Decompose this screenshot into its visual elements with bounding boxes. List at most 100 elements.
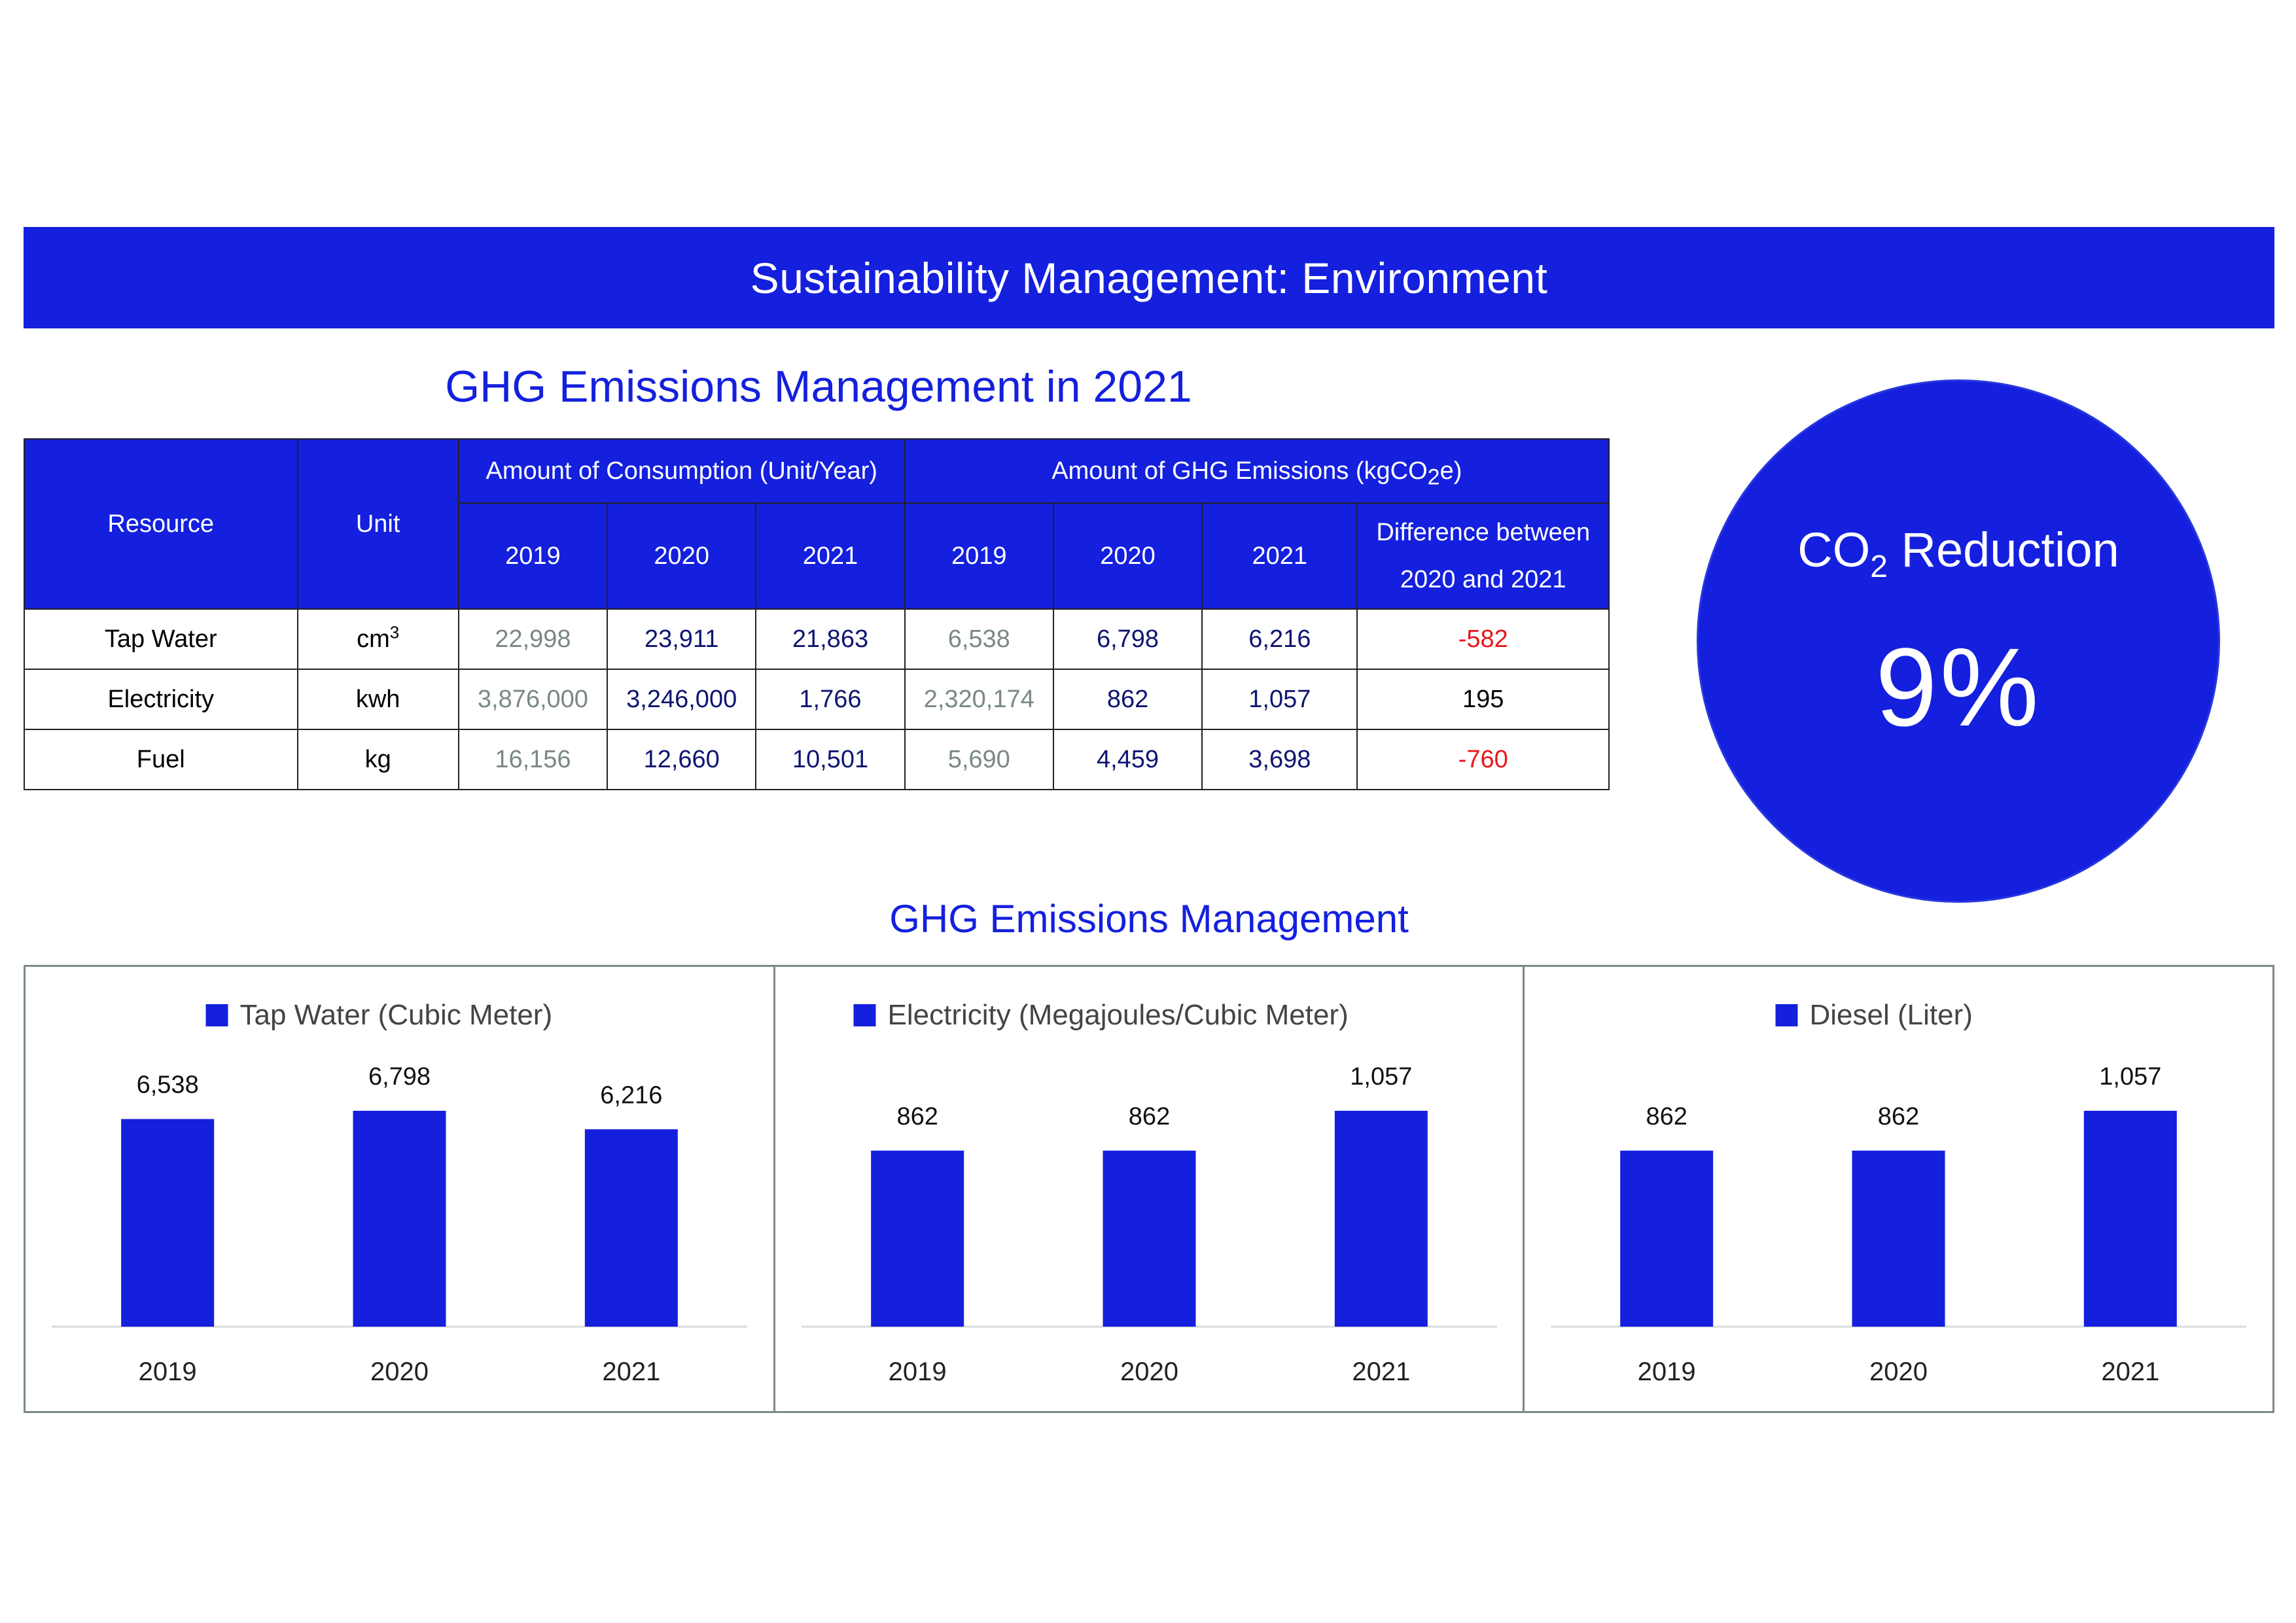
bar-chart: Tap Water (Cubic Meter) 6,538 2019 6,798 202… (52, 999, 747, 1386)
co2-reduction-label: CO2 Reduction (1699, 522, 2218, 582)
chart-panel-electricity: Electricity (Megajoules/Cubic Meter) 862 2… (773, 967, 1523, 1411)
header-consumption-2020: 2020 (607, 502, 757, 610)
cell-consumption-2019: 22,998 (457, 608, 609, 670)
unit-superscript: 3 (389, 621, 400, 642)
header-emissions-2019: 2019 (904, 502, 1054, 610)
legend-swatch (205, 1004, 228, 1026)
ghg-table: Resource Unit Amount of Consumption (Uni… (24, 438, 1610, 790)
tick-label: 2019 (1638, 1357, 1696, 1386)
co2-reduction-badge: CO2 Reduction 9% (1697, 379, 2220, 903)
header-difference-line1: Difference between (1376, 519, 1591, 546)
cell-resource: Fuel (24, 729, 298, 790)
cell-consumption-2021: 1,766 (755, 669, 906, 730)
cell-emissions-2020: 862 (1052, 669, 1203, 730)
legend-swatch (1775, 1004, 1798, 1026)
tick-label: 2020 (1120, 1357, 1178, 1386)
table-row: Electricity kwh 3,876,000 3,246,000 1,76… (24, 669, 1610, 730)
cell-consumption-2021: 10,501 (755, 729, 906, 790)
unit-text: cm (357, 625, 390, 653)
bar (353, 1111, 446, 1327)
chart-panel-tap-water: Tap Water (Cubic Meter) 6,538 2019 6,798 202… (26, 967, 773, 1411)
data-label: 1,057 (1350, 1063, 1412, 1091)
cell-difference: -582 (1356, 608, 1610, 670)
cell-difference: -760 (1356, 729, 1610, 790)
cell-difference: 195 (1356, 669, 1610, 730)
bar (870, 1150, 964, 1327)
table-title: GHG Emissions Management in 2021 (445, 362, 1192, 411)
tick-label: 2021 (602, 1357, 660, 1386)
header-emissions-text: Amount of GHG Emissions (kgCO (1051, 457, 1428, 485)
data-label: 6,538 (137, 1072, 199, 1099)
header-difference-line2: 2020 and 2021 (1400, 566, 1566, 593)
header-emissions-suffix: e) (1439, 457, 1462, 485)
cell-unit: kwh (296, 669, 459, 730)
header-consumption-2021: 2021 (755, 502, 906, 610)
cell-emissions-2021: 3,698 (1201, 729, 1358, 790)
cell-consumption-2020: 12,660 (607, 729, 757, 790)
bar (1334, 1111, 1428, 1327)
data-label: 1,057 (2100, 1063, 2162, 1091)
cell-emissions-2020: 6,798 (1052, 608, 1203, 670)
legend-label: Tap Water (Cubic Meter) (240, 999, 553, 1031)
cell-consumption-2021: 21,863 (755, 608, 906, 670)
header-unit: Unit (296, 438, 459, 610)
cell-emissions-2021: 6,216 (1201, 608, 1358, 670)
header-emissions: Amount of GHG Emissions (kgCO2e) (904, 438, 1610, 504)
data-label: 6,216 (600, 1081, 662, 1109)
bar-chart: Electricity (Megajoules/Cubic Meter) 862 2… (801, 999, 1497, 1386)
cell-emissions-2019: 2,320,174 (904, 669, 1054, 730)
data-label: 862 (1128, 1103, 1169, 1130)
header-consumption-2019: 2019 (457, 502, 609, 610)
header-resource: Resource (24, 438, 298, 610)
charts-container: Tap Water (Cubic Meter) 6,538 2019 6,798 202… (24, 965, 2274, 1413)
unit-text: kg (364, 745, 391, 773)
tick-label: 2019 (888, 1357, 946, 1386)
legend-swatch (853, 1004, 876, 1026)
data-label: 862 (1878, 1103, 1919, 1130)
charts-title: GHG Emissions Management (889, 897, 1409, 941)
co2-label-suffix: Reduction (1887, 523, 2119, 577)
cell-unit: cm3 (296, 608, 459, 670)
page-banner: Sustainability Management: Environment (24, 227, 2274, 328)
cell-emissions-2020: 4,459 (1052, 729, 1203, 790)
cell-resource: Tap Water (24, 608, 298, 670)
data-label: 862 (896, 1103, 938, 1130)
tick-label: 2019 (139, 1357, 197, 1386)
legend-label: Electricity (Megajoules/Cubic Meter) (887, 999, 1348, 1031)
bar (1103, 1150, 1196, 1327)
table-row: Tap Water cm3 22,998 23,911 21,863 6,538… (24, 608, 1610, 670)
header-emissions-sub: 2 (1427, 464, 1440, 490)
header-difference: Difference between 2020 and 2021 (1356, 502, 1610, 610)
tick-label: 2021 (1352, 1357, 1410, 1386)
co2-label-subscript: 2 (1870, 549, 1888, 584)
cell-emissions-2019: 6,538 (904, 608, 1054, 670)
bar (121, 1119, 215, 1327)
data-label: 862 (1646, 1103, 1687, 1130)
cell-emissions-2021: 1,057 (1201, 669, 1358, 730)
co2-reduction-value: 9% (1875, 625, 2041, 750)
tick-label: 2020 (1869, 1357, 1928, 1386)
bar (1852, 1150, 1945, 1327)
header-consumption: Amount of Consumption (Unit/Year) (457, 438, 906, 504)
chart-panel-diesel: Diesel (Liter) 862 2019 862 2020 1,057 2021 (1523, 967, 2272, 1411)
cell-consumption-2019: 3,876,000 (457, 669, 609, 730)
tick-label: 2020 (370, 1357, 429, 1386)
bar (1620, 1150, 1714, 1327)
header-emissions-2020: 2020 (1052, 502, 1203, 610)
co2-label-text: CO (1797, 523, 1871, 577)
table-row: Fuel kg 16,156 12,660 10,501 5,690 4,459… (24, 729, 1610, 790)
cell-consumption-2020: 23,911 (607, 608, 757, 670)
bar (2084, 1111, 2178, 1327)
cell-resource: Electricity (24, 669, 298, 730)
header-emissions-2021: 2021 (1201, 502, 1358, 610)
unit-text: kwh (355, 685, 400, 713)
bar-chart: Diesel (Liter) 862 2019 862 2020 1,057 2021 (1551, 999, 2247, 1386)
cell-emissions-2019: 5,690 (904, 729, 1054, 790)
cell-consumption-2019: 16,156 (457, 729, 609, 790)
tick-label: 2021 (2102, 1357, 2160, 1386)
cell-unit: kg (296, 729, 459, 790)
bar (584, 1129, 678, 1327)
legend-label: Diesel (Liter) (1810, 999, 1973, 1031)
cell-consumption-2020: 3,246,000 (607, 669, 757, 730)
data-label: 6,798 (368, 1063, 431, 1091)
